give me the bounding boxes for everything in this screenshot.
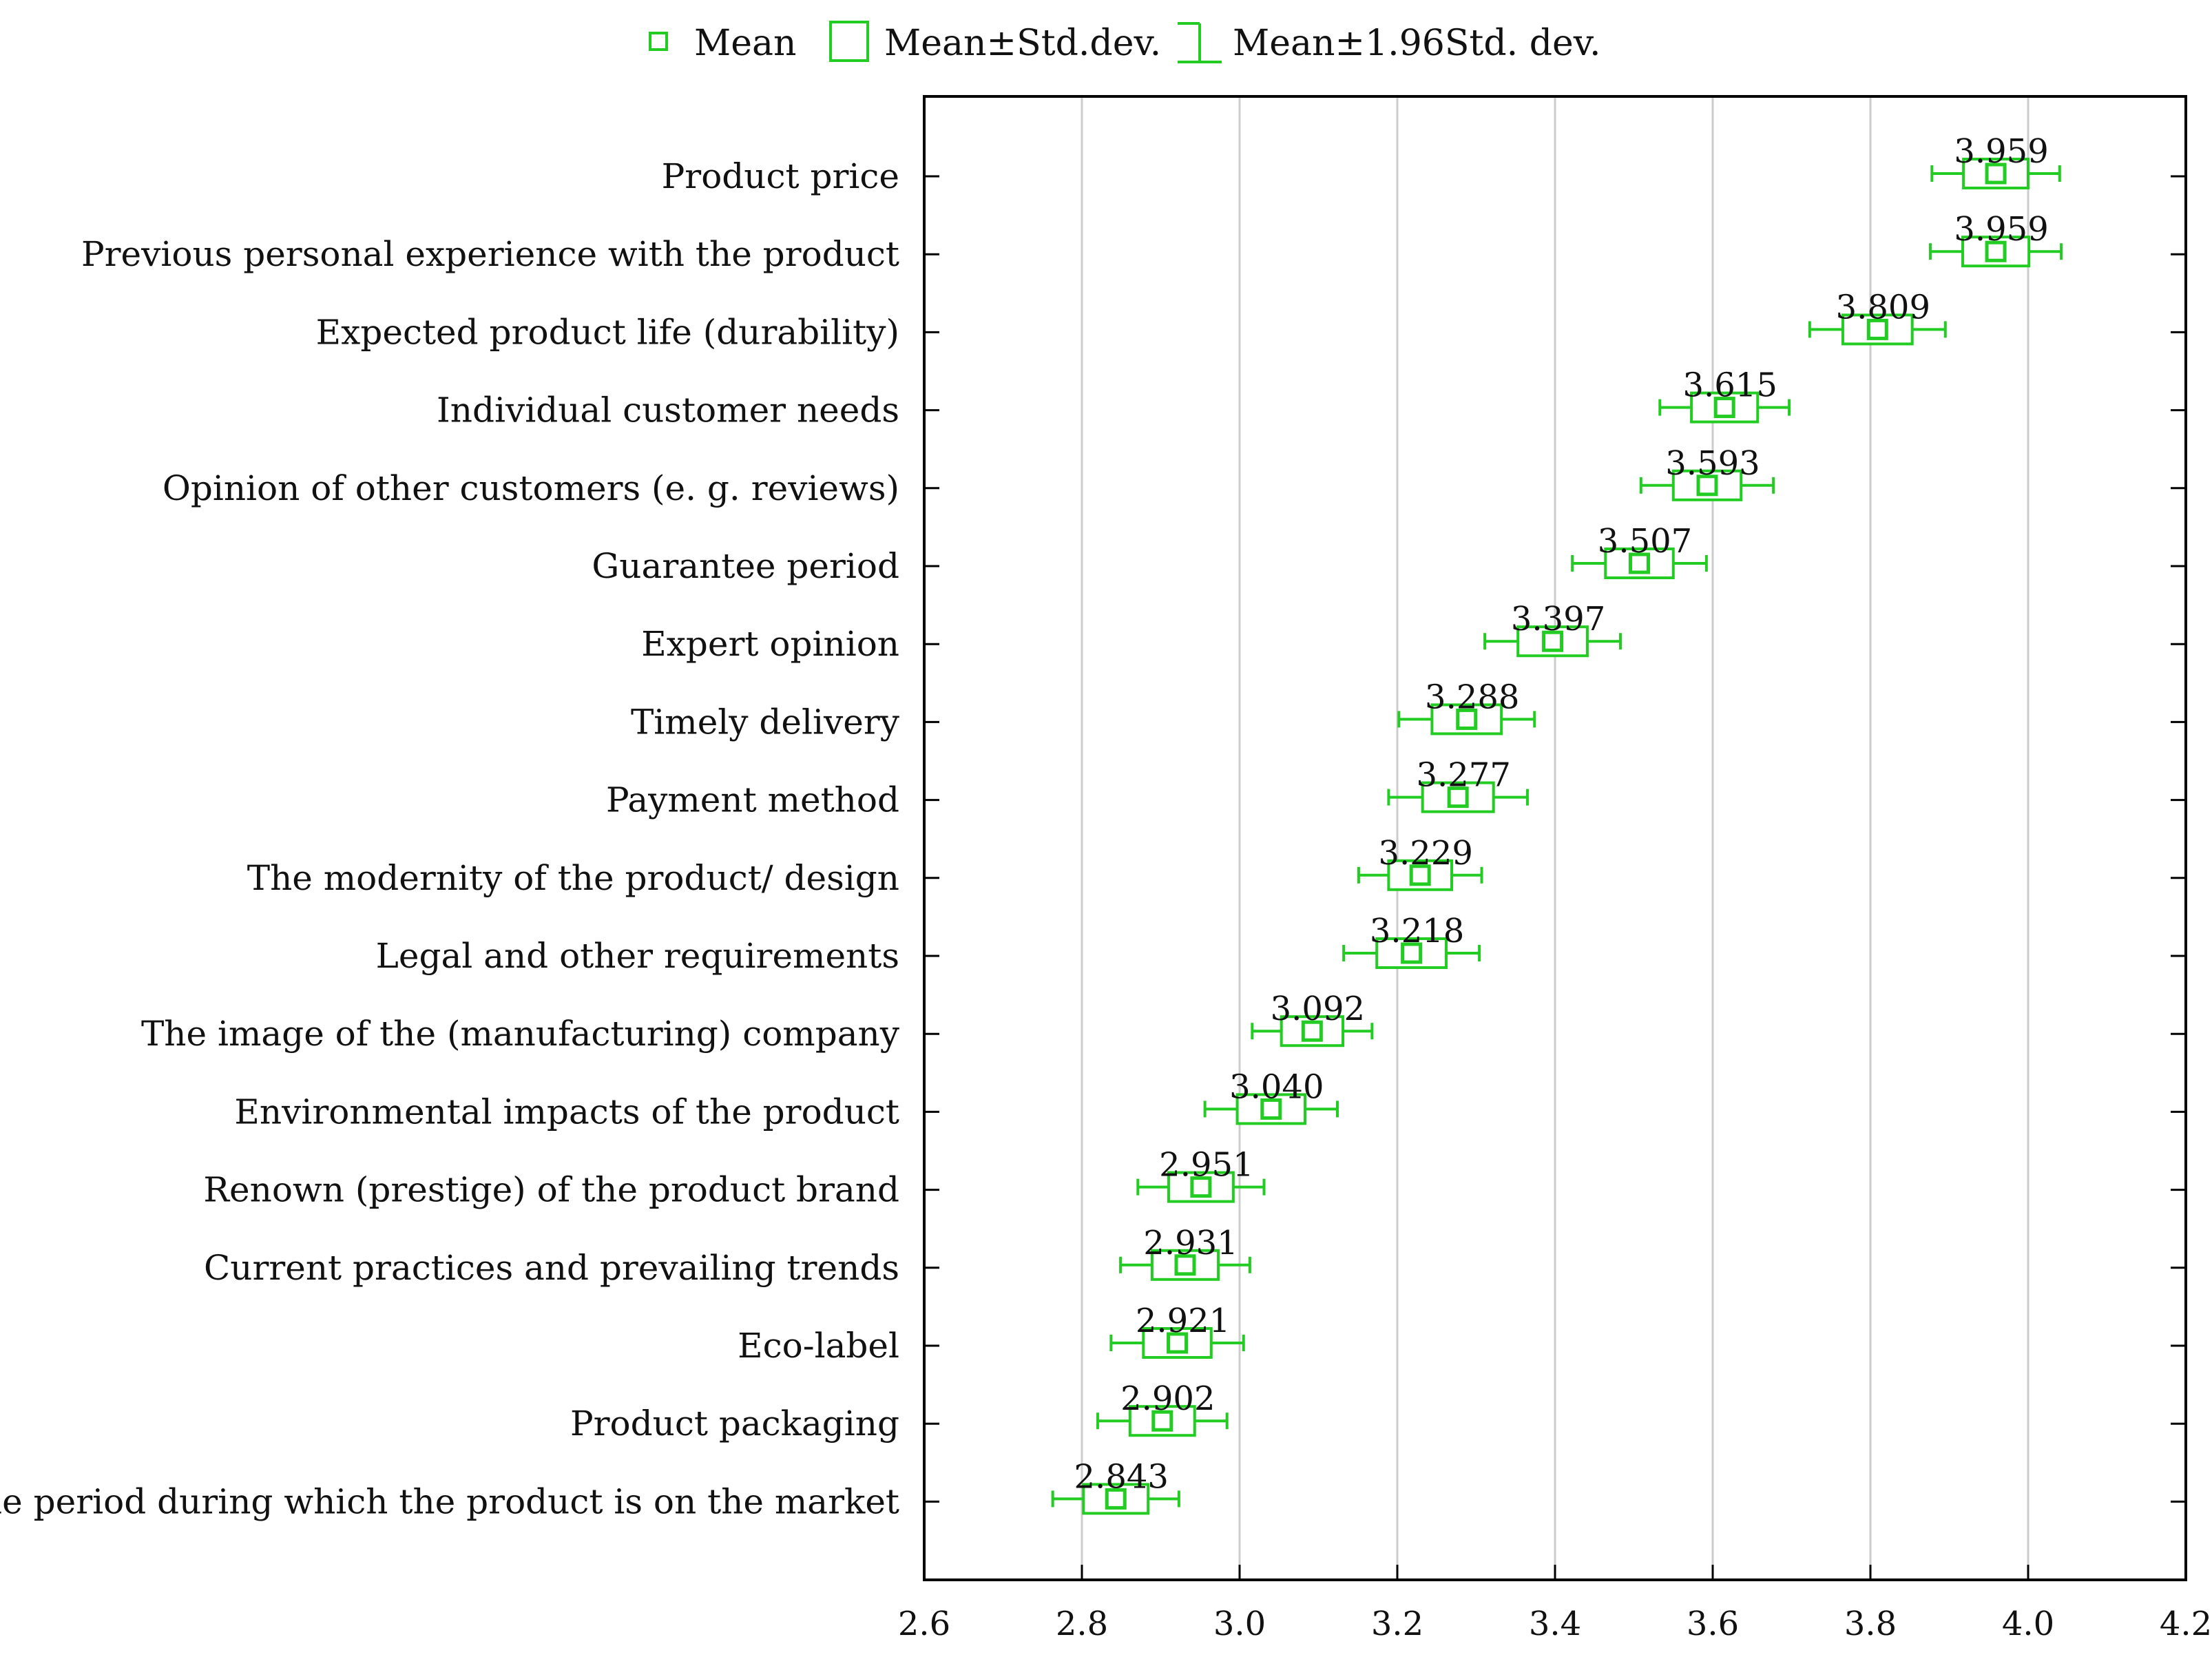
- box-group: 2.843: [1051, 1457, 1180, 1515]
- mean-value-label: 3.507: [1598, 522, 1692, 561]
- box-group: 3.959: [1930, 132, 2061, 189]
- mean-marker: [1456, 708, 1478, 730]
- box-group: 3.959: [1929, 210, 2063, 268]
- x-tick-label: 3.4: [1529, 1605, 1581, 1643]
- category-label: Timely delivery: [631, 702, 900, 742]
- box-group: 2.921: [1109, 1302, 1245, 1359]
- mean-marker: [1447, 786, 1469, 809]
- mean-marker: [1167, 1332, 1189, 1354]
- box-group: 3.507: [1571, 522, 1708, 579]
- category-label: The modernity of the product/ design: [247, 858, 899, 898]
- x-tick-label: 2.8: [1056, 1605, 1108, 1643]
- mean-marker: [1542, 630, 1564, 652]
- mean-value-label: 3.959: [1954, 132, 2048, 171]
- category-label: Expert opinion: [641, 624, 899, 664]
- mean-marker: [1401, 942, 1423, 964]
- mean-marker: [1301, 1020, 1323, 1042]
- legend-std-box-symbol: [829, 21, 869, 62]
- mean-marker: [1985, 163, 2007, 185]
- box-group: 3.615: [1658, 366, 1791, 424]
- category-label: Current practices and prevailing trends: [204, 1248, 899, 1288]
- gridlines: [1081, 96, 2030, 1580]
- mean-marker: [1713, 397, 1735, 419]
- data-marks: 3.959 3.959 3.809 3.615 3.593 3.507 3.397 3.288…: [1051, 132, 2063, 1515]
- x-tick-label: 2.6: [898, 1605, 950, 1643]
- mean-value-label: 3.229: [1378, 834, 1472, 873]
- mean-value-label: 2.931: [1143, 1224, 1238, 1262]
- mean-marker: [1866, 318, 1888, 340]
- category-label: Opinion of other customers (e. g. review…: [163, 468, 899, 508]
- box-group: 3.397: [1483, 600, 1623, 658]
- mean-marker: [1260, 1098, 1282, 1120]
- legend-std-label: Mean±Std.dev.: [884, 23, 1161, 64]
- mean-value-label: 3.288: [1425, 678, 1519, 716]
- box-group: 3.809: [1808, 288, 1947, 346]
- legend: Mean Mean±Std.dev. Mean±1.96Std. dev.: [649, 21, 1601, 64]
- x-axis: 2.6 2.8 3.0 3.2 3.4 3.6 3.8 4.0 4.2: [898, 1565, 2212, 1643]
- mean-value-label: 3.092: [1271, 990, 1365, 1028]
- legend-whisker-symbol: [1178, 22, 1222, 63]
- category-label: Expected product life (durability): [316, 312, 899, 352]
- mean-value-label: 3.397: [1511, 600, 1605, 638]
- mean-value-label: 3.809: [1836, 288, 1930, 326]
- box-group: 3.218: [1342, 912, 1481, 969]
- mean-marker: [1151, 1410, 1173, 1432]
- mean-value-label: 2.951: [1159, 1146, 1253, 1185]
- box-group: 2.951: [1136, 1146, 1266, 1203]
- x-tick-label: 4.2: [2160, 1605, 2212, 1643]
- mean-marker: [1105, 1488, 1127, 1510]
- category-label: Renown (prestige) of the product brand: [203, 1170, 899, 1210]
- mean-value-label: 2.902: [1120, 1379, 1215, 1418]
- box-group: 2.902: [1096, 1379, 1229, 1437]
- mean-marker: [1174, 1254, 1196, 1276]
- x-tick-label: 3.8: [1844, 1605, 1897, 1643]
- box-group: 3.092: [1251, 990, 1374, 1048]
- mean-value-label: 3.277: [1416, 756, 1510, 795]
- category-label: Previous personal experience with the pr…: [81, 234, 899, 274]
- category-label: Legal and other requirements: [376, 936, 899, 976]
- mean-value-label: 2.921: [1136, 1302, 1230, 1340]
- mean-marker: [1985, 240, 2007, 262]
- mean-value-label: 3.615: [1682, 366, 1777, 405]
- category-label: Individual customer needs: [437, 390, 899, 430]
- category-label: Eco-label: [738, 1326, 899, 1366]
- box-group: 3.277: [1387, 756, 1529, 813]
- mean-value-label: 3.593: [1665, 444, 1760, 483]
- legend-mean-label: Mean: [694, 23, 797, 64]
- x-tick-label: 3.2: [1371, 1605, 1423, 1643]
- box-group: 3.593: [1639, 444, 1775, 501]
- category-label: Environmental impacts of the product: [234, 1092, 899, 1132]
- mean-marker: [1629, 552, 1651, 574]
- box-group: 3.288: [1397, 678, 1536, 736]
- category-label: Product price: [662, 156, 899, 196]
- x-tick-label: 4.0: [2002, 1605, 2054, 1643]
- mean-marker: [1409, 864, 1431, 886]
- category-label: Guarantee period: [592, 546, 899, 586]
- mean-marker: [1696, 475, 1718, 497]
- category-label: The period during which the product is o…: [0, 1481, 899, 1521]
- category-label: The image of the (manufacturing) company: [141, 1014, 900, 1054]
- x-tick-label: 3.0: [1213, 1605, 1266, 1643]
- box-group: 3.040: [1203, 1067, 1339, 1125]
- legend-mean-symbol: [649, 32, 668, 51]
- mean-value-label: 2.843: [1074, 1457, 1169, 1496]
- y-axis: Product price Previous personal experienc…: [0, 156, 2186, 1521]
- x-tick-label: 3.6: [1687, 1605, 1739, 1643]
- category-label: Payment method: [606, 780, 899, 820]
- mean-value-label: 3.959: [1954, 210, 2048, 249]
- legend-ci-label: Mean±1.96Std. dev.: [1233, 23, 1601, 64]
- mean-value-label: 3.218: [1370, 912, 1464, 950]
- box-group: 3.229: [1357, 834, 1483, 891]
- category-label: Product packaging: [570, 1404, 899, 1444]
- mean-marker: [1190, 1176, 1212, 1198]
- box-group: 2.931: [1119, 1224, 1251, 1281]
- mean-value-label: 3.040: [1229, 1067, 1324, 1106]
